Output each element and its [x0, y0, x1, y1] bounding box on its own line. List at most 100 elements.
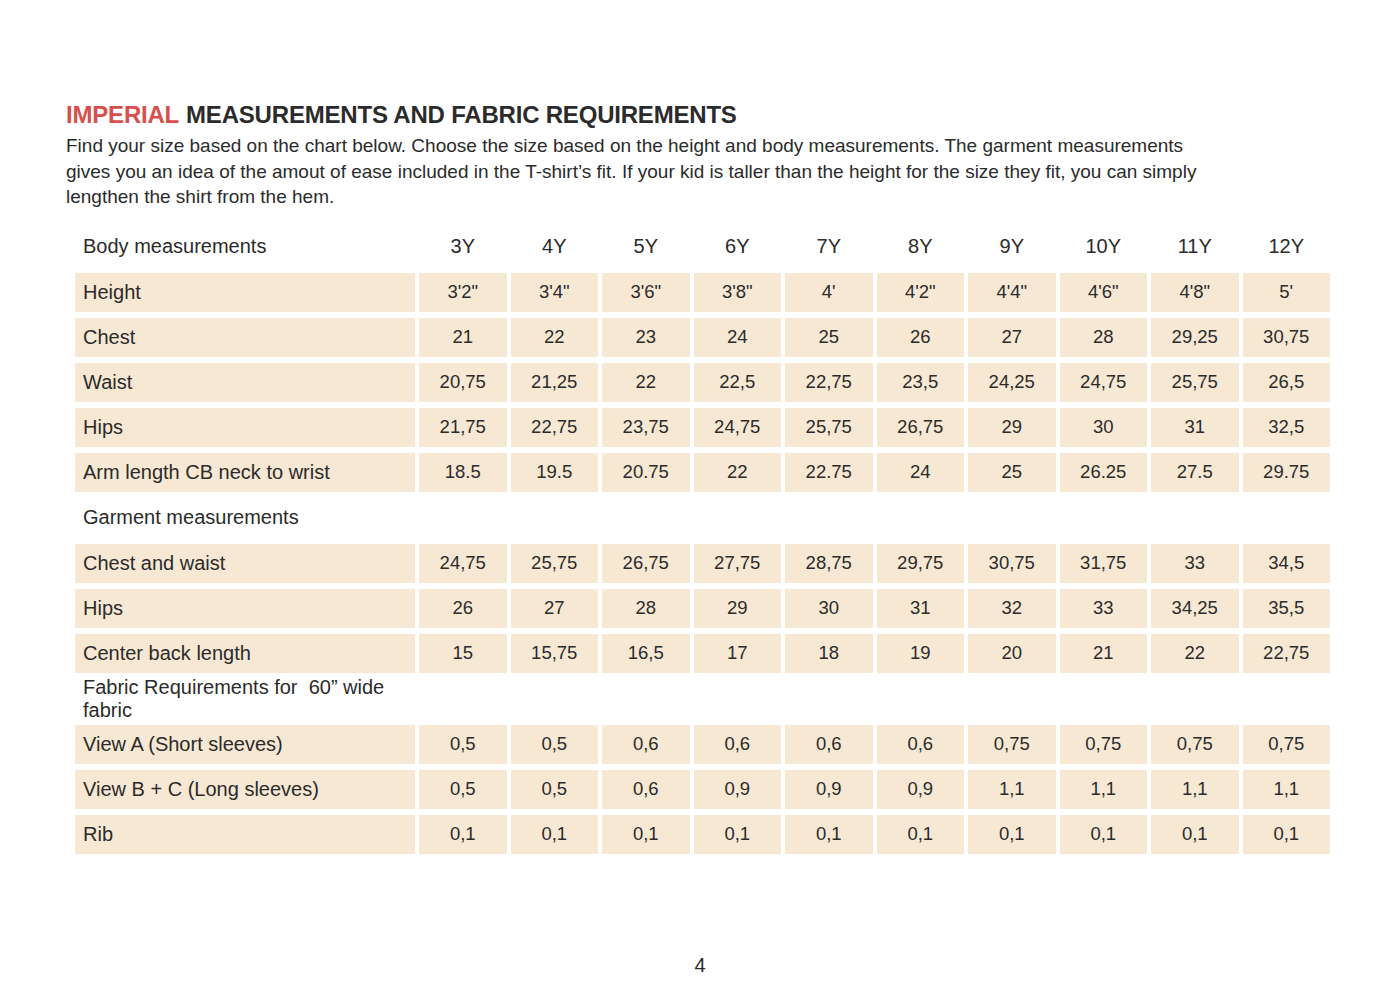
value-cell: 21	[1060, 634, 1148, 673]
value-cell: 0,75	[1243, 725, 1331, 764]
section-header: Garment measurements	[75, 506, 415, 529]
row-label: View A (Short sleeves)	[75, 725, 415, 764]
row-label: Arm length CB neck to wrist	[75, 453, 415, 492]
value-cell: 0,1	[968, 815, 1056, 854]
value-cell: 0,1	[419, 815, 507, 854]
size-column-header: 11Y	[1151, 235, 1239, 258]
value-cell: 24,75	[419, 544, 507, 583]
table-row: View A (Short sleeves)0,50,50,60,60,60,6…	[75, 725, 1330, 764]
size-table: Body measurements3Y4Y5Y6Y7Y8Y9Y10Y11Y12Y…	[75, 227, 1330, 854]
value-cell: 28	[602, 589, 690, 628]
value-cell: 33	[1151, 544, 1239, 583]
table-row: Waist20,7521,252222,522,7523,524,2524,75…	[75, 363, 1330, 402]
value-cell: 0,6	[785, 725, 873, 764]
value-cell: 17	[694, 634, 782, 673]
value-cell: 0,6	[602, 725, 690, 764]
value-cell: 4'6"	[1060, 273, 1148, 312]
value-cell: 26,5	[1243, 363, 1331, 402]
value-cell: 27.5	[1151, 453, 1239, 492]
page-number: 4	[694, 954, 705, 977]
page-content: IMPERIALMEASUREMENTS AND FABRIC REQUIREM…	[0, 0, 1400, 854]
value-cell: 0,9	[694, 770, 782, 809]
value-cell: 20,75	[419, 363, 507, 402]
value-cell: 3'8"	[694, 273, 782, 312]
size-column-header: 9Y	[968, 235, 1056, 258]
row-label: Hips	[75, 589, 415, 628]
value-cell: 32	[968, 589, 1056, 628]
intro-paragraph: Find your size based on the chart below.…	[66, 133, 1334, 210]
value-cell: 4'	[785, 273, 873, 312]
page-title-rest: MEASUREMENTS AND FABRIC REQUIREMENTS	[186, 101, 737, 128]
table-row: Arm length CB neck to wrist18.519.520.75…	[75, 453, 1330, 492]
size-column-header: 3Y	[419, 235, 507, 258]
value-cell: 3'2"	[419, 273, 507, 312]
value-cell: 24	[877, 453, 965, 492]
value-cell: 23,75	[602, 408, 690, 447]
value-cell: 0,1	[1060, 815, 1148, 854]
value-cell: 18.5	[419, 453, 507, 492]
value-cell: 19	[877, 634, 965, 673]
value-cell: 29	[968, 408, 1056, 447]
row-label: Hips	[75, 408, 415, 447]
value-cell: 1,1	[1151, 770, 1239, 809]
value-cell: 29,25	[1151, 318, 1239, 357]
value-cell: 0,1	[785, 815, 873, 854]
value-cell: 25	[785, 318, 873, 357]
value-cell: 23,5	[877, 363, 965, 402]
value-cell: 26	[877, 318, 965, 357]
value-cell: 4'2"	[877, 273, 965, 312]
table-row: Center back length1515,7516,517181920212…	[75, 634, 1330, 673]
value-cell: 28	[1060, 318, 1148, 357]
value-cell: 21	[419, 318, 507, 357]
value-cell: 30	[1060, 408, 1148, 447]
value-cell: 26,75	[877, 408, 965, 447]
table-row: Rib0,10,10,10,10,10,10,10,10,10,1	[75, 815, 1330, 854]
value-cell: 3'6"	[602, 273, 690, 312]
value-cell: 0,75	[968, 725, 1056, 764]
row-label: Chest and waist	[75, 544, 415, 583]
value-cell: 20	[968, 634, 1056, 673]
value-cell: 22,75	[1243, 634, 1331, 673]
size-column-header: 5Y	[602, 235, 690, 258]
value-cell: 0,75	[1151, 725, 1239, 764]
value-cell: 3'4"	[511, 273, 599, 312]
table-row: Chest and waist24,7525,7526,7527,7528,75…	[75, 544, 1330, 583]
row-label: Chest	[75, 318, 415, 357]
section-header: Body measurements	[75, 235, 415, 258]
value-cell: 34,5	[1243, 544, 1331, 583]
value-cell: 0,9	[785, 770, 873, 809]
value-cell: 15	[419, 634, 507, 673]
value-cell: 30,75	[1243, 318, 1331, 357]
value-cell: 26.25	[1060, 453, 1148, 492]
value-cell: 15,75	[511, 634, 599, 673]
value-cell: 21,25	[511, 363, 599, 402]
value-cell: 22.75	[785, 453, 873, 492]
size-column-header: 10Y	[1060, 235, 1148, 258]
value-cell: 29,75	[877, 544, 965, 583]
value-cell: 0,1	[511, 815, 599, 854]
value-cell: 22,5	[694, 363, 782, 402]
size-column-header: 7Y	[785, 235, 873, 258]
value-cell: 5'	[1243, 273, 1331, 312]
value-cell: 30,75	[968, 544, 1056, 583]
size-column-header: 4Y	[511, 235, 599, 258]
table-row: Chest212223242526272829,2530,75	[75, 318, 1330, 357]
value-cell: 0,1	[1151, 815, 1239, 854]
value-cell: 24,75	[1060, 363, 1148, 402]
value-cell: 24,75	[694, 408, 782, 447]
value-cell: 0,5	[419, 770, 507, 809]
value-cell: 22	[1151, 634, 1239, 673]
size-column-header: 12Y	[1243, 235, 1331, 258]
value-cell: 34,25	[1151, 589, 1239, 628]
value-cell: 0,5	[511, 725, 599, 764]
intro-line: Find your size based on the chart below.…	[66, 133, 1334, 159]
value-cell: 24,25	[968, 363, 1056, 402]
value-cell: 1,1	[1060, 770, 1148, 809]
section-header-row: Fabric Requirements for 60” wide fabric	[75, 679, 1330, 719]
value-cell: 0,5	[511, 770, 599, 809]
value-cell: 29	[694, 589, 782, 628]
value-cell: 30	[785, 589, 873, 628]
row-label: Center back length	[75, 634, 415, 673]
value-cell: 1,1	[968, 770, 1056, 809]
value-cell: 35,5	[1243, 589, 1331, 628]
